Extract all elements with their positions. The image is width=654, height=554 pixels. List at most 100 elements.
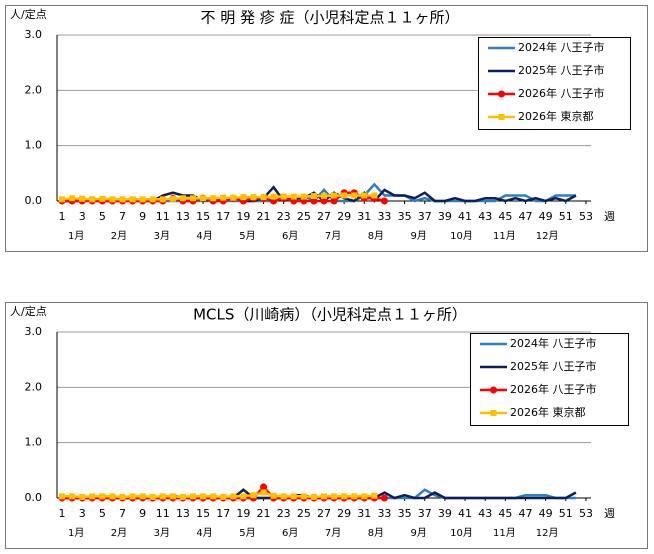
point bbox=[240, 493, 247, 500]
x-tick-label: 15 bbox=[196, 210, 210, 223]
y-axis-label: 人/定点 bbox=[10, 7, 47, 21]
x-tick-label: 39 bbox=[438, 507, 452, 520]
point bbox=[250, 194, 257, 201]
point bbox=[169, 493, 176, 500]
point bbox=[159, 196, 166, 203]
point bbox=[361, 192, 368, 199]
x-axis-label: 週 bbox=[604, 210, 615, 223]
y-tick-label: 0.0 bbox=[25, 491, 43, 504]
chart-frame bbox=[5, 5, 648, 252]
x-tick-label: 17 bbox=[216, 507, 230, 520]
point bbox=[230, 493, 237, 500]
month-label: 10月 bbox=[450, 527, 473, 539]
month-label: 5月 bbox=[239, 230, 255, 242]
x-tick-label: 37 bbox=[418, 507, 432, 520]
point bbox=[380, 494, 388, 502]
point bbox=[190, 195, 197, 202]
month-label: 8月 bbox=[368, 230, 384, 242]
point bbox=[310, 197, 318, 205]
legend-marker bbox=[498, 114, 505, 120]
point bbox=[59, 196, 66, 203]
x-tick-label: 21 bbox=[257, 507, 271, 520]
y-tick-label: 3.0 bbox=[25, 325, 43, 338]
point bbox=[321, 493, 327, 500]
x-tick-label: 11 bbox=[156, 210, 170, 223]
x-tick-label: 51 bbox=[559, 210, 573, 223]
point bbox=[149, 493, 156, 500]
x-tick-label: 5 bbox=[99, 507, 106, 520]
chart-title: MCLS（川崎病）（小児科定点１１ヶ所） bbox=[193, 306, 467, 324]
point bbox=[270, 492, 277, 499]
month-label: 9月 bbox=[411, 230, 427, 242]
legend-marker bbox=[490, 386, 497, 394]
month-label: 9月 bbox=[411, 527, 427, 539]
legend-marker bbox=[498, 90, 505, 98]
month-label: 3月 bbox=[154, 527, 170, 539]
month-label: 12月 bbox=[536, 527, 559, 539]
month-label: 10月 bbox=[450, 230, 473, 242]
point bbox=[351, 192, 358, 199]
x-tick-label: 53 bbox=[579, 507, 593, 520]
x-tick-label: 7 bbox=[119, 507, 126, 520]
point bbox=[320, 197, 328, 205]
x-tick-label: 49 bbox=[539, 507, 553, 520]
month-label: 1月 bbox=[68, 230, 84, 242]
point bbox=[371, 192, 378, 199]
legend-box bbox=[470, 333, 629, 426]
x-tick-label: 43 bbox=[478, 210, 492, 223]
x-tick-label: 37 bbox=[418, 210, 432, 223]
x-tick-label: 19 bbox=[236, 507, 250, 520]
x-tick-label: 7 bbox=[119, 210, 126, 223]
x-axis-label: 週 bbox=[604, 507, 615, 520]
point bbox=[290, 193, 297, 200]
x-tick-label: 35 bbox=[398, 507, 412, 520]
x-tick-label: 5 bbox=[99, 210, 106, 223]
point bbox=[240, 194, 247, 201]
month-label: 6月 bbox=[282, 230, 298, 242]
point bbox=[109, 493, 116, 500]
x-tick-label: 3 bbox=[79, 210, 86, 223]
month-label: 7月 bbox=[325, 527, 341, 539]
chart-frame bbox=[5, 302, 648, 549]
x-tick-label: 25 bbox=[297, 210, 311, 223]
point bbox=[69, 195, 76, 202]
point bbox=[210, 195, 217, 202]
point bbox=[351, 493, 358, 500]
x-tick-label: 17 bbox=[216, 210, 230, 223]
month-label: 6月 bbox=[282, 527, 298, 539]
point bbox=[119, 493, 126, 500]
legend-label: 2026年 八王子市 bbox=[518, 86, 605, 100]
month-label: 11月 bbox=[493, 527, 516, 539]
y-tick-label: 2.0 bbox=[25, 380, 43, 393]
point bbox=[300, 493, 307, 500]
point bbox=[250, 492, 257, 499]
point bbox=[169, 195, 176, 202]
point bbox=[341, 192, 348, 199]
legend-marker bbox=[490, 410, 497, 416]
x-tick-label: 29 bbox=[337, 210, 351, 223]
x-tick-label: 29 bbox=[337, 507, 351, 520]
point bbox=[69, 493, 76, 500]
x-tick-label: 53 bbox=[579, 210, 593, 223]
point bbox=[89, 493, 96, 500]
x-tick-label: 25 bbox=[297, 507, 311, 520]
x-tick-label: 9 bbox=[139, 210, 146, 223]
point bbox=[280, 193, 287, 200]
x-tick-label: 19 bbox=[236, 210, 250, 223]
x-tick-label: 31 bbox=[357, 507, 371, 520]
point bbox=[109, 196, 116, 203]
y-tick-label: 0.0 bbox=[25, 194, 43, 207]
x-tick-label: 45 bbox=[498, 210, 512, 223]
x-tick-label: 41 bbox=[458, 210, 472, 223]
x-tick-label: 51 bbox=[559, 507, 573, 520]
y-tick-label: 2.0 bbox=[25, 83, 43, 96]
x-tick-label: 1 bbox=[59, 210, 66, 223]
month-label: 3月 bbox=[154, 230, 170, 242]
month-label: 7月 bbox=[325, 230, 341, 242]
point bbox=[200, 493, 207, 500]
month-label: 8月 bbox=[368, 527, 384, 539]
point bbox=[179, 493, 186, 500]
x-tick-label: 43 bbox=[478, 507, 492, 520]
